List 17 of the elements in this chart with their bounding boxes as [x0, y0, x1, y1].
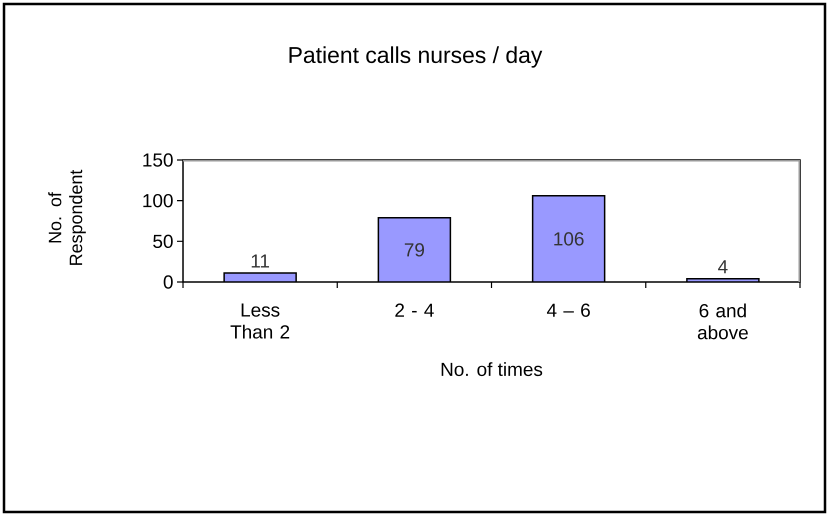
- y-tick-label: 150: [143, 153, 173, 167]
- y-tick-label: 100: [143, 194, 173, 208]
- bar: [532, 195, 606, 282]
- x-tick-label: 4 – 6: [546, 304, 590, 317]
- x-tick-label: 6 and above: [698, 304, 748, 340]
- chart-title: Patient calls nurses / day: [290, 46, 542, 68]
- x-tick-label: 2 - 4: [395, 304, 434, 317]
- y-tick-label: 0: [164, 275, 173, 289]
- y-tick-label: 50: [153, 234, 173, 248]
- data-label: 79: [404, 243, 424, 257]
- data-label: 4: [718, 260, 728, 274]
- data-label: 11: [252, 254, 270, 268]
- y-axis-title: No. of Respondent: [48, 170, 86, 265]
- x-tick-label: Less Than 2: [230, 304, 290, 339]
- data-label: 106: [554, 232, 584, 246]
- bar: [378, 216, 452, 282]
- x-axis-title: No. of times: [442, 362, 542, 376]
